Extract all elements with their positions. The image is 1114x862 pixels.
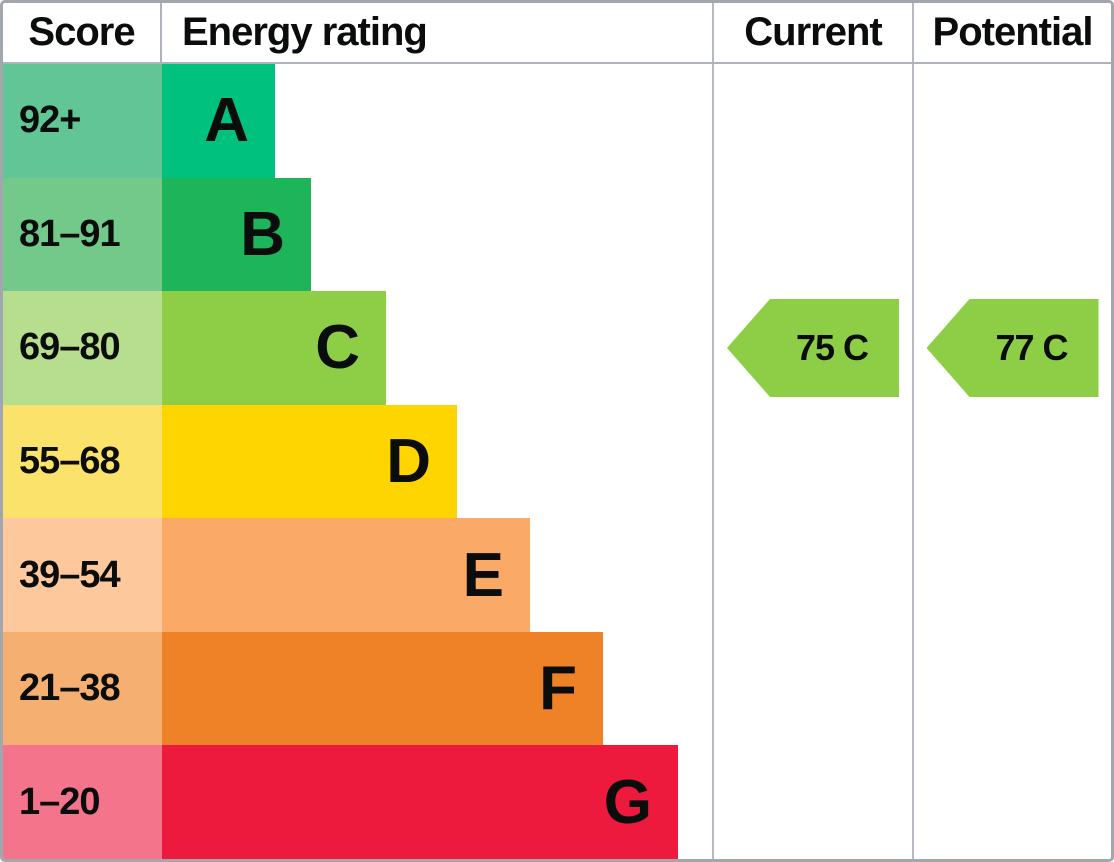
band-bar-zone: E [162, 518, 712, 632]
current-zone [712, 404, 912, 519]
band-row: 39–54 E [3, 518, 1111, 632]
band-bar: F [162, 631, 603, 746]
potential-zone [912, 404, 1111, 519]
band-score-range: 21–38 [3, 631, 162, 746]
band-bar: C [162, 291, 386, 405]
band-bar-zone: A [162, 64, 712, 178]
band-letter: D [386, 427, 431, 497]
band-bar-zone: F [162, 631, 712, 746]
band-score-range: 92+ [3, 64, 162, 178]
current-zone [712, 64, 912, 178]
potential-zone [912, 631, 1111, 746]
band-row: 21–38 F [3, 631, 1111, 746]
current-zone: 75 C [712, 291, 912, 405]
band-bar-zone: C [162, 291, 712, 405]
band-bar: G [162, 745, 678, 859]
current-zone [712, 745, 912, 859]
band-row: 55–68 D [3, 404, 1111, 519]
band-bar: D [162, 404, 457, 519]
current-column-header: Current [712, 3, 912, 62]
potential-zone [912, 177, 1111, 292]
band-letter: G [603, 767, 652, 837]
band-score-range: 1–20 [3, 745, 162, 859]
band-letter: C [315, 313, 360, 383]
band-letter: A [204, 86, 249, 156]
band-bar-zone: B [162, 177, 712, 292]
band-score-range: 39–54 [3, 518, 162, 632]
potential-zone: 77 C [912, 291, 1111, 405]
score-column-header: Score [3, 3, 162, 62]
current-zone [712, 177, 912, 292]
band-letter: E [462, 540, 504, 610]
band-row: 1–20 G [3, 745, 1111, 859]
bands-container: 92+ A 81–91 B 69–80 C 75 C 77 C 55–68 D … [3, 64, 1111, 859]
current-rating-label: 75 C [795, 326, 869, 368]
potential-rating-arrow: 77 C [926, 298, 1099, 397]
energy-rating-column-header: Energy rating [182, 10, 428, 54]
potential-zone [912, 518, 1111, 632]
band-row: 81–91 B [3, 177, 1111, 292]
band-bar: A [162, 64, 275, 178]
band-score-range: 69–80 [3, 291, 162, 405]
band-score-range: 55–68 [3, 404, 162, 519]
band-bar: E [162, 518, 530, 632]
band-bar: B [162, 177, 311, 292]
current-zone [712, 518, 912, 632]
band-row: 92+ A [3, 64, 1111, 178]
potential-zone [912, 64, 1111, 178]
potential-column-header: Potential [912, 3, 1111, 62]
band-letter: B [240, 199, 285, 269]
band-score-range: 81–91 [3, 177, 162, 292]
band-bar-zone: D [162, 404, 712, 519]
current-zone [712, 631, 912, 746]
potential-rating-label: 77 C [995, 326, 1068, 368]
band-row: 69–80 C 75 C 77 C [3, 291, 1111, 405]
band-bar-zone: G [162, 745, 712, 859]
band-letter: F [539, 654, 577, 724]
current-rating-arrow: 75 C [727, 298, 899, 397]
table-header-row: Score Energy rating Current Potential [3, 3, 1111, 64]
potential-zone [912, 745, 1111, 859]
